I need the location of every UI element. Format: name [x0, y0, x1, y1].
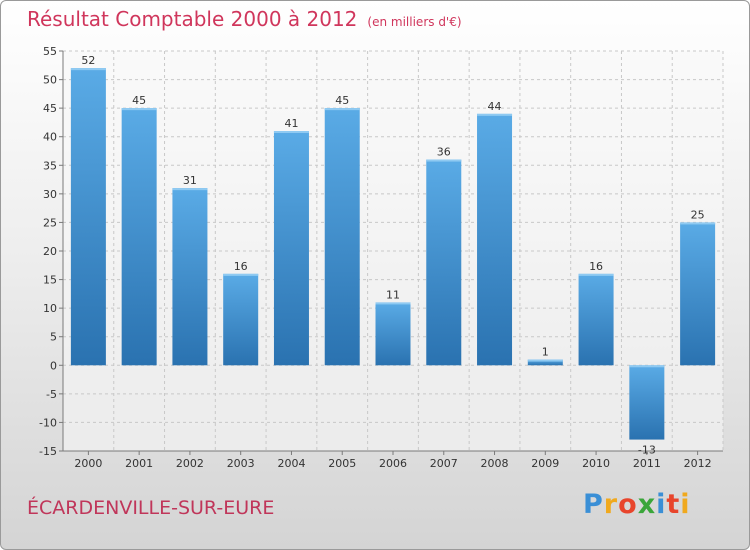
- logo-letter: r: [603, 489, 619, 520]
- value-label-2000: 52: [81, 54, 95, 67]
- bar-highlight-2004: [273, 131, 309, 133]
- bar-highlight-2009: [527, 359, 563, 362]
- value-label-2006: 11: [386, 288, 400, 301]
- bar-highlight-2002: [172, 188, 208, 191]
- x-tick-label-2001: 2001: [125, 457, 153, 470]
- logo-letter: i: [656, 489, 667, 520]
- y-tick-label: 55: [43, 45, 57, 58]
- logo-letter: t: [666, 489, 681, 520]
- value-label-2004: 41: [284, 117, 298, 130]
- bar-2012: [680, 222, 716, 366]
- grid-lines: [62, 50, 724, 452]
- y-tick-label: 30: [43, 188, 57, 201]
- commune-name: ÉCARDENVILLE-SUR-EURE: [27, 497, 275, 519]
- bar-highlight-2006: [375, 302, 411, 305]
- value-label-2008: 44: [488, 100, 502, 113]
- x-tick-label-2011: 2011: [633, 457, 661, 470]
- chart-title: Résultat Comptable 2000 à 2012 (en millie…: [27, 7, 462, 31]
- bar-2008: [477, 113, 513, 366]
- value-label-2002: 31: [183, 174, 197, 187]
- bar-highlight-2005: [324, 108, 360, 111]
- value-label-2012: 25: [691, 208, 705, 221]
- bar-highlight-2011: [629, 365, 665, 368]
- y-tick-label: -5: [46, 388, 57, 401]
- x-tick-label-2008: 2008: [481, 457, 509, 470]
- bar-2004: [273, 131, 309, 366]
- y-tick-label: 25: [43, 216, 57, 229]
- x-tick-label-2004: 2004: [277, 457, 305, 470]
- axes: [59, 50, 723, 455]
- bar-2000: [70, 68, 106, 366]
- value-label-2003: 16: [234, 260, 248, 273]
- logo-letter: i: [680, 489, 691, 520]
- chart-title-text: Résultat Comptable 2000 à 2012: [27, 7, 358, 31]
- y-tick-label: -15: [39, 445, 57, 458]
- bar-2006: [375, 302, 411, 366]
- y-tick-label: 0: [50, 359, 57, 372]
- bar-highlight-2007: [426, 159, 462, 162]
- value-label-2001: 45: [132, 94, 146, 107]
- bar-2003: [223, 273, 259, 366]
- x-tick-label-2000: 2000: [74, 457, 102, 470]
- x-tick-label-2010: 2010: [582, 457, 610, 470]
- bars: [70, 68, 716, 440]
- x-tick-label-2002: 2002: [176, 457, 204, 470]
- logo-letter: o: [618, 489, 638, 520]
- logo-letter: P: [583, 489, 604, 520]
- bar-2011: [629, 365, 665, 440]
- bar-2010: [578, 273, 614, 366]
- bar-2009: [527, 359, 563, 366]
- y-tick-label: 45: [43, 102, 57, 115]
- y-tick-label: 10: [43, 302, 57, 315]
- x-tick-label-2012: 2012: [684, 457, 712, 470]
- value-label-2005: 45: [335, 94, 349, 107]
- bar-highlight-2008: [477, 113, 513, 116]
- bar-highlight-2010: [578, 273, 614, 276]
- logo-letter: x: [637, 489, 657, 520]
- value-label-2009: 1: [542, 346, 549, 359]
- y-tick-label: 50: [43, 74, 57, 87]
- x-tick-label-2007: 2007: [430, 457, 458, 470]
- x-tick-label-2009: 2009: [531, 457, 559, 470]
- y-tick-label: 5: [50, 331, 57, 344]
- chart-subtitle: (en milliers d'€): [367, 15, 462, 29]
- y-tick-label: 40: [43, 131, 57, 144]
- x-tick-label-2006: 2006: [379, 457, 407, 470]
- value-label-2007: 36: [437, 146, 451, 159]
- bar-2001: [121, 108, 157, 366]
- x-tick-label-2003: 2003: [227, 457, 255, 470]
- y-tick-label: 20: [43, 245, 57, 258]
- bar-2005: [324, 108, 360, 366]
- proxiti-logo: Proxiti: [583, 489, 691, 520]
- bar-2002: [172, 188, 208, 366]
- value-label-2011: -13: [638, 444, 656, 457]
- labels: -15 -10 -5 0 5 10 15 20 25 30 35 40 45 50 55 52 2000 45 20…: [39, 45, 712, 470]
- y-tick-label: 15: [43, 274, 57, 287]
- bar-highlight-2012: [680, 222, 716, 225]
- bar-highlight-2001: [121, 108, 157, 111]
- y-tick-label: -10: [39, 416, 57, 429]
- value-label-2010: 16: [589, 260, 603, 273]
- y-tick-label: 35: [43, 159, 57, 172]
- x-tick-label-2005: 2005: [328, 457, 356, 470]
- bar-highlight-2003: [223, 273, 259, 276]
- bar-2007: [426, 159, 462, 366]
- bar-highlight-2000: [70, 68, 106, 71]
